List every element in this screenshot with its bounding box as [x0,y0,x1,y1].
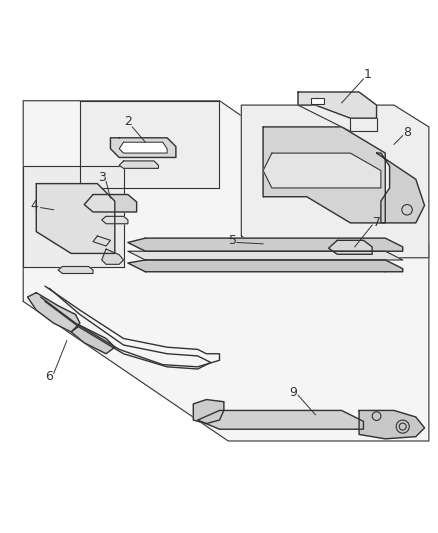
Polygon shape [262,127,385,223]
Text: 6: 6 [45,370,53,383]
Polygon shape [84,195,136,212]
Polygon shape [80,101,219,188]
Polygon shape [102,216,127,224]
Polygon shape [23,101,428,441]
Polygon shape [102,249,123,264]
Polygon shape [197,410,363,429]
Polygon shape [311,98,323,104]
Polygon shape [119,142,167,153]
Polygon shape [28,293,80,332]
Text: 1: 1 [363,68,371,81]
Polygon shape [23,166,123,266]
Polygon shape [328,240,371,254]
Polygon shape [36,183,115,253]
Text: 2: 2 [124,115,131,128]
Polygon shape [127,238,402,251]
Polygon shape [241,105,428,258]
Text: 8: 8 [402,126,410,139]
Text: 9: 9 [289,386,297,399]
Polygon shape [127,260,402,272]
Polygon shape [297,92,376,118]
Polygon shape [376,153,424,223]
Polygon shape [193,400,223,424]
Text: 4: 4 [30,199,38,212]
Text: 5: 5 [228,234,236,247]
Polygon shape [358,410,424,439]
Polygon shape [262,153,380,188]
Text: 3: 3 [98,172,106,184]
Polygon shape [127,251,402,260]
Polygon shape [110,138,176,157]
Text: 7: 7 [373,216,381,229]
Polygon shape [71,325,115,354]
Polygon shape [119,161,158,168]
Polygon shape [93,236,110,246]
Polygon shape [58,266,93,273]
